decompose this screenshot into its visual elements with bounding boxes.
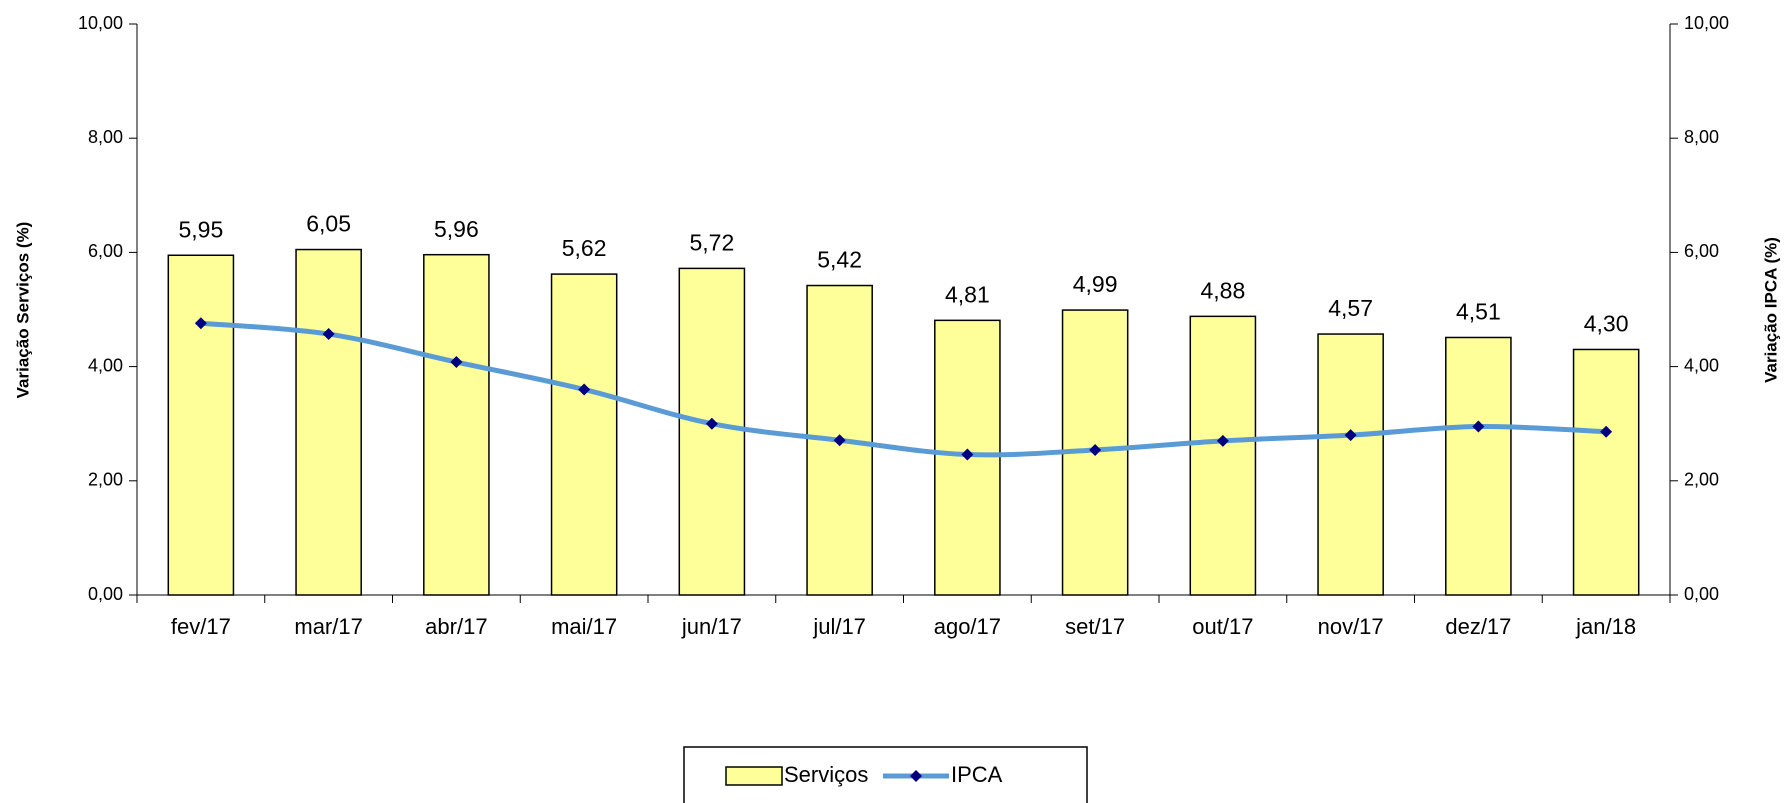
y2-tick-label: 10,00 [1684,13,1729,33]
value-label: 4,81 [945,281,990,307]
marker [194,317,207,330]
value-label: 4,99 [1073,271,1118,297]
y2-axis-title: Variação IPCA (%) [1761,237,1780,383]
y2-tick-label: 8,00 [1684,127,1719,147]
y-tick-label: 8,00 [88,127,123,147]
bar [1317,333,1384,596]
y-tick-label: 4,00 [88,355,123,375]
marker [705,417,718,430]
x-tick-label: nov/17 [1318,614,1384,639]
x-tick-label: jun/17 [681,614,742,639]
legend-swatch [725,766,783,786]
bar [423,253,490,596]
value-label: 5,62 [562,235,607,261]
y2-tick-label: 0,00 [1684,584,1719,604]
line [200,320,1607,458]
legend-label: Serviços [784,762,868,787]
y2-tick-label: 2,00 [1684,470,1719,490]
legend-label: IPCA [951,762,1003,787]
x-tick-label: set/17 [1065,614,1125,639]
bar [678,267,746,596]
x-tick-label: jul/17 [812,614,866,639]
value-label: 6,05 [306,211,351,237]
value-label: 4,30 [1584,311,1629,337]
y2-tick-label: 6,00 [1684,241,1719,261]
x-tick-label: mai/17 [551,614,617,639]
y2-tick-label: 4,00 [1684,355,1719,375]
x-tick-label: mar/17 [294,614,362,639]
bar [550,273,618,596]
y-axis-title: Variação Serviços (%) [13,222,32,399]
x-tick-label: ago/17 [934,614,1001,639]
value-label: 5,95 [178,216,223,242]
y-tick-label: 2,00 [88,470,123,490]
x-tick-label: dez/17 [1445,614,1511,639]
value-label: 4,51 [1456,299,1501,325]
marker [450,356,463,369]
x-tick-label: fev/17 [171,614,231,639]
value-label: 4,57 [1328,295,1373,321]
bar [1189,315,1257,596]
y-tick-label: 10,00 [78,13,123,33]
bar [295,248,362,596]
marker [1216,434,1229,447]
bar [1445,336,1512,596]
marker [1089,443,1102,456]
y-tick-label: 6,00 [88,241,123,261]
value-label: 4,88 [1200,277,1245,303]
bar [167,254,235,596]
marker [1472,420,1485,433]
x-tick-label: jan/18 [1575,614,1636,639]
value-label: 5,72 [689,229,734,255]
marker [1344,429,1357,442]
marker [961,448,974,461]
marker [833,434,846,447]
x-tick-label: out/17 [1192,614,1253,639]
marker [322,328,335,341]
marker [1600,425,1613,438]
marker [578,383,591,396]
legend-marker [910,770,922,782]
value-label: 5,96 [434,216,479,242]
y-tick-label: 0,00 [88,584,123,604]
x-tick-label: abr/17 [425,614,487,639]
bar [1572,348,1640,596]
value-label: 5,42 [817,247,862,273]
